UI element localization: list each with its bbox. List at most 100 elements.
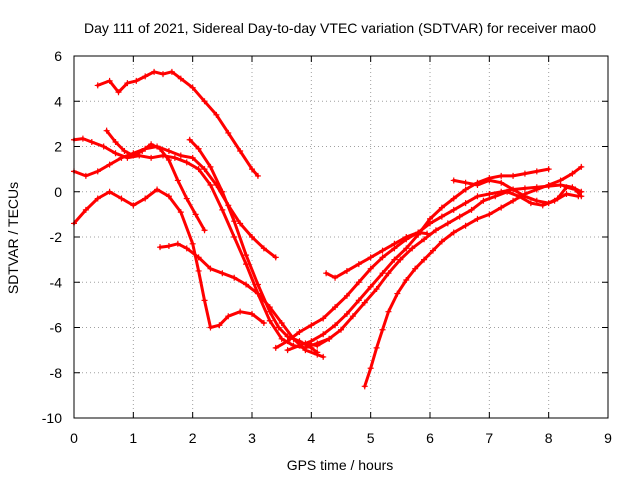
data-point [106,188,113,195]
y-tick-label: -8 [50,365,63,381]
x-tick-label: 7 [485,430,493,446]
data-point [450,177,457,184]
data-point [438,238,445,245]
data-point [142,73,149,80]
data-point [438,213,445,220]
data-point [409,245,416,252]
data-point [492,193,499,200]
series-arc-2 [72,137,331,350]
data-point [343,267,350,274]
data-point [121,148,128,155]
data-point [545,200,552,207]
data-point [379,254,386,261]
data-point [468,206,475,213]
data-point [462,222,469,229]
data-point [510,197,517,204]
data-point [237,308,244,315]
y-tick-label: 0 [54,184,62,200]
data-point [195,254,202,261]
data-point [355,261,362,268]
data-point [157,244,164,251]
data-point [174,240,181,247]
data-point [533,197,540,204]
data-point [174,177,181,184]
data-point [201,166,208,173]
data-point [207,324,214,331]
data-point [296,342,303,349]
data-point [165,148,172,155]
x-tick-label: 6 [426,430,434,446]
data-point [462,186,469,193]
data-point [427,215,433,222]
data-point [486,191,493,198]
data-point [118,154,125,161]
data-point [314,342,321,349]
data-point [338,326,344,333]
data-point [572,186,579,193]
data-point [237,148,244,155]
data-point [254,290,261,297]
data-point [266,317,273,324]
data-point [302,340,309,347]
data-point [332,304,339,311]
grid [74,56,608,418]
data-point [189,240,196,247]
data-point [219,270,226,277]
data-point [480,197,487,204]
series-arc-10 [324,231,429,280]
chart-title: Day 111 of 2021, Sidereal Day-to-day VTE… [84,20,596,36]
data-point [177,152,184,159]
data-point [115,89,122,96]
data-point [403,245,410,252]
x-axis-label: GPS time / hours [287,457,394,473]
y-tick-label: -2 [50,229,63,245]
data-point [177,75,184,82]
data-point [106,161,113,168]
data-point [195,166,202,173]
x-tick-label: 0 [70,430,78,446]
data-point [148,154,155,161]
data-point [563,184,570,191]
data-point [168,68,175,75]
data-point [237,220,244,227]
data-point [563,191,570,198]
data-point [521,185,528,192]
data-point [557,177,564,184]
data-point [355,297,362,304]
data-point [320,353,327,360]
data-point [397,256,404,263]
x-tick-label: 9 [604,430,612,446]
data-point [486,177,493,184]
series-group [71,68,585,390]
data-point [124,80,131,87]
data-point [429,247,436,254]
x-tick-label: 2 [189,430,197,446]
data-point [130,152,137,159]
data-point [284,338,291,345]
data-point [112,150,119,157]
data-point [189,154,196,161]
data-point [355,279,362,286]
data-point [367,365,374,372]
y-tick-label: 4 [54,93,62,109]
y-axis-label: SDTVAR / TECUs [5,182,21,294]
data-point [444,220,451,227]
data-point [498,179,505,186]
data-point [578,193,585,200]
data-point [450,206,457,213]
data-point [82,206,89,213]
data-point [219,206,226,213]
series-arc-8 [274,183,583,350]
data-point [94,195,101,202]
data-point [183,245,190,252]
data-point [213,111,220,118]
data-point [195,267,202,274]
data-point [79,135,86,142]
data-point [379,247,386,254]
data-point [94,168,101,175]
data-point [154,186,161,193]
data-point [302,347,309,354]
data-point [88,138,95,145]
data-point [474,193,481,200]
